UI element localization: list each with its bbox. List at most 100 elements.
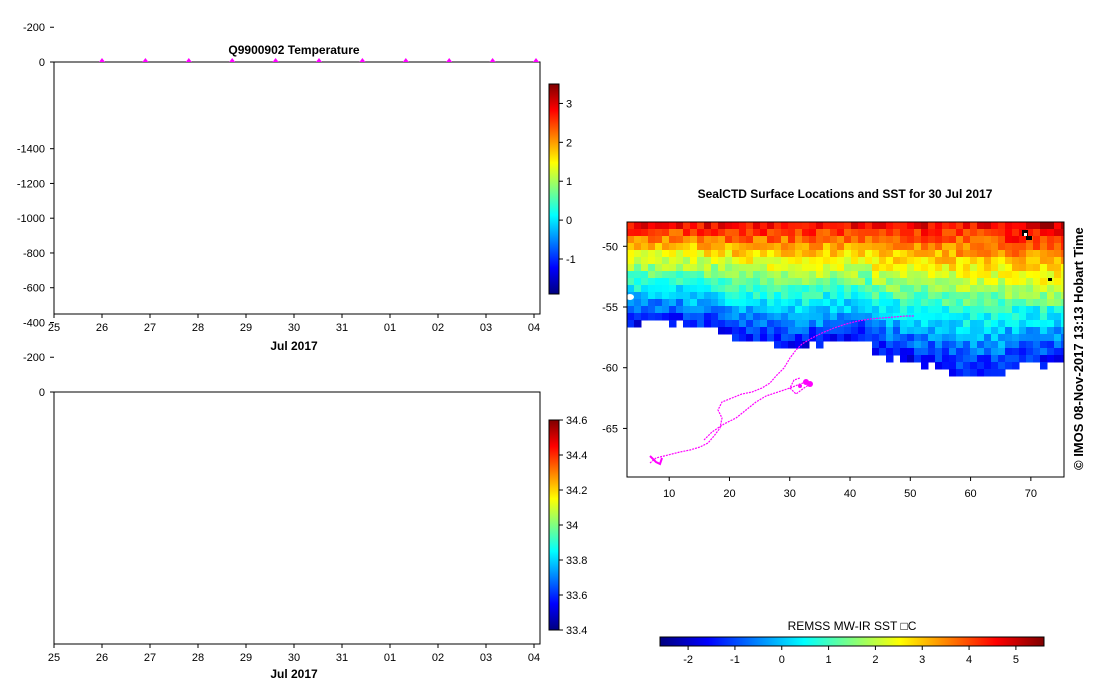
sst-colorbar — [659, 636, 1045, 647]
y-tick-label: -1000 — [17, 213, 45, 225]
colorbar-tick-label: 33.4 — [566, 625, 587, 637]
colorbar-tick-label: 34.2 — [566, 485, 587, 497]
temperature-y-axis: 0-200-400-600-800-1000-1200-1400 — [23, 22, 54, 69]
surface-marker — [229, 58, 236, 62]
x-tick-label: 26 — [96, 322, 108, 334]
surface-marker — [489, 58, 496, 62]
colorbar-tick-label: 3 — [566, 98, 572, 110]
y-tick-label: -800 — [23, 248, 45, 260]
y-tick-label: -60 — [602, 363, 618, 375]
surface-marker — [272, 58, 279, 62]
sst-colorbar-label: REMSS MW-IR SST □C — [788, 619, 917, 633]
colorbar-tick-label: 3 — [919, 654, 925, 666]
y-tick-label: -200 — [23, 22, 45, 34]
colorbar-tick-label: 34 — [566, 520, 578, 532]
colorbar-tick-label: 1 — [566, 176, 572, 188]
x-tick-label: 01 — [384, 652, 396, 664]
x-tick-label: 25 — [48, 322, 60, 334]
map-y-axis: -50 -55 -60 -65 — [602, 241, 627, 435]
x-tick-label: 30 — [288, 652, 300, 664]
temperature-title: Q9900902 Temperature — [228, 43, 360, 57]
sst-field — [627, 222, 1064, 377]
x-tick-label: 02 — [432, 652, 444, 664]
y-tick-label: -50 — [602, 241, 618, 253]
x-tick-label: 31 — [336, 322, 348, 334]
seal-cluster — [798, 384, 802, 388]
y-tick-label: 0 — [39, 57, 45, 69]
y-tick-label: -1400 — [17, 144, 45, 156]
island-black — [1022, 230, 1052, 281]
imos-credit: © IMOS 08-Nov-2017 13:13 Hobart Time — [1071, 227, 1086, 470]
y-tick-label: 0 — [39, 387, 45, 399]
x-tick-label: 28 — [192, 322, 204, 334]
sst-map-panel: SealCTD Surface Locations and SST for 30… — [602, 187, 1086, 666]
x-tick-label: 10 — [663, 488, 675, 500]
temperature-plot-frame — [53, 61, 541, 315]
x-tick-label: 28 — [192, 652, 204, 664]
x-tick-label: 03 — [480, 322, 492, 334]
surface-markers — [99, 58, 539, 62]
y-tick-label: -200 — [23, 352, 45, 364]
surface-marker — [142, 58, 149, 62]
y-tick-label: -65 — [602, 423, 618, 435]
colorbar-tick-label: -1 — [730, 654, 740, 666]
map-frame — [626, 221, 1065, 478]
temperature-colorbar — [548, 83, 560, 295]
x-tick-label: 29 — [240, 652, 252, 664]
x-tick-label: 03 — [480, 652, 492, 664]
y-tick-label: -1200 — [17, 178, 45, 190]
colorbar-tick-label: 2 — [872, 654, 878, 666]
colorbar-tick-label: -2 — [683, 654, 693, 666]
colorbar-tick-label: 1 — [826, 654, 832, 666]
colorbar-tick-label: 33.6 — [566, 590, 587, 602]
salinity-plot-frame — [53, 391, 541, 645]
x-tick-label: 27 — [144, 322, 156, 334]
x-tick-label: 70 — [1025, 488, 1037, 500]
colorbar-tick-label: 4 — [966, 654, 972, 666]
surface-marker — [402, 58, 409, 62]
seal-start — [649, 455, 663, 466]
surface-marker — [185, 58, 192, 62]
x-tick-label: 30 — [784, 488, 796, 500]
temperature-colorbar-ticks: 3 2 1 0 -1 — [559, 98, 576, 266]
colorbar-tick-label: 0 — [779, 654, 785, 666]
sst-colorbar-ticks: -2 -1 0 1 2 3 4 5 — [683, 646, 1019, 666]
temperature-x-axis: 25 26 27 28 29 30 31 01 02 03 04 — [48, 314, 540, 334]
x-tick-label: 25 — [48, 652, 60, 664]
island-marker — [627, 294, 634, 300]
salinity-colorbar-ticks: 34.6 34.4 34.2 34 33.8 33.6 33.4 — [559, 415, 587, 637]
map-title: SealCTD Surface Locations and SST for 30… — [698, 187, 993, 201]
x-tick-label: 30 — [288, 322, 300, 334]
seal-track-loop — [703, 377, 812, 441]
surface-marker — [533, 58, 539, 62]
x-tick-label: 20 — [723, 488, 735, 500]
temperature-xlabel: Jul 2017 — [270, 339, 318, 353]
salinity-colorbar — [548, 419, 560, 631]
colorbar-tick-label: 34.6 — [566, 415, 587, 427]
salinity-y-axis: 0 -200 -400 -600 -800 -1000 -1200 -1400 — [17, 144, 54, 399]
x-tick-label: 26 — [96, 652, 108, 664]
map-x-axis: 10 20 30 40 50 60 70 — [663, 477, 1037, 500]
temperature-panel: Q9900902 Temperature 0 -200 -400 -600 -800 -1… — [23, 22, 576, 353]
x-tick-label: 29 — [240, 322, 252, 334]
x-tick-label: 04 — [528, 652, 540, 664]
x-tick-label: 04 — [528, 322, 540, 334]
colorbar-tick-label: 0 — [566, 215, 572, 227]
seal-track — [649, 315, 914, 464]
surface-marker — [446, 58, 453, 62]
x-tick-label: 02 — [432, 322, 444, 334]
colorbar-tick-label: 33.8 — [566, 555, 587, 567]
x-tick-label: 40 — [844, 488, 856, 500]
colorbar-tick-label: 5 — [1013, 654, 1019, 666]
surface-marker — [316, 58, 322, 62]
x-tick-label: 27 — [144, 652, 156, 664]
y-tick-label: -400 — [23, 317, 45, 329]
salinity-panel: 0 -200 -400 -600 -800 -1000 -1200 -1400 25 26 27 2… — [17, 144, 588, 681]
salinity-xlabel: Jul 2017 — [270, 667, 318, 681]
seal-cluster — [807, 381, 813, 387]
y-tick-label: -600 — [23, 283, 45, 295]
surface-marker — [99, 58, 105, 62]
x-tick-label: 31 — [336, 652, 348, 664]
colorbar-tick-label: 34.4 — [566, 450, 587, 462]
